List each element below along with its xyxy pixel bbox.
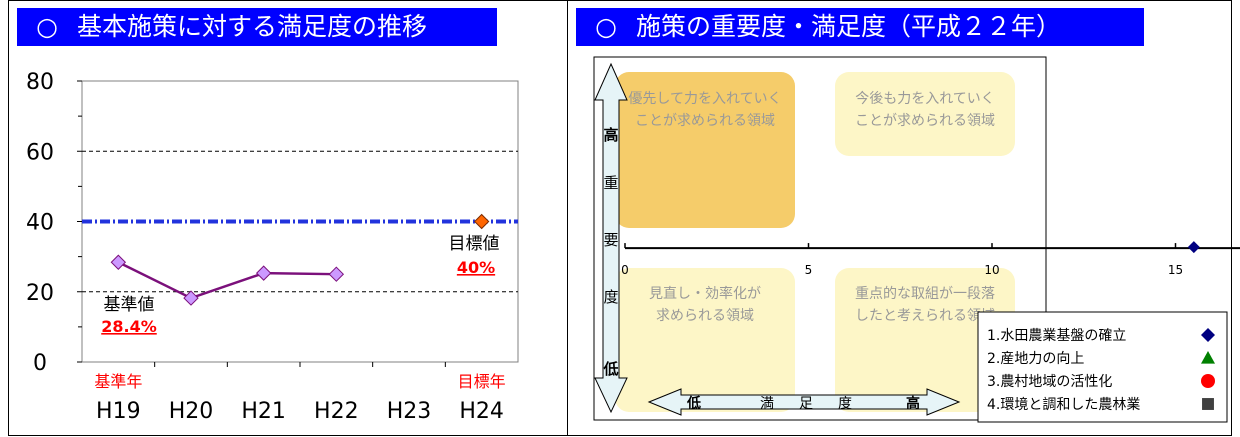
satisfaction-high-label: 高 xyxy=(906,395,920,412)
x-tick-label: H19 xyxy=(96,399,141,424)
x-tick-label: H23 xyxy=(387,399,432,424)
importance-arrow xyxy=(594,62,628,414)
series-line xyxy=(117,261,337,300)
quadrant-bottom-left-text: 見直し・効率化が xyxy=(649,285,761,302)
target-point xyxy=(473,213,490,230)
importance-satisfaction-chart: 優先して力を入れていくことが求められる領域今後も力を入れていくことが求められる領… xyxy=(593,56,1240,423)
target-value: 40% xyxy=(457,258,495,277)
y-tick-label: 0 xyxy=(33,351,47,376)
x-tick-label: H21 xyxy=(241,399,286,424)
satisfaction-arrow xyxy=(647,388,961,416)
satisfaction-low-label: 低 xyxy=(686,395,701,412)
x-tick-label: 10 xyxy=(984,263,999,277)
left-chart-panel xyxy=(8,0,568,436)
right-chart-title: 施策の重要度・満足度（平成２２年） xyxy=(636,12,1062,41)
quadrant-top-right-bg xyxy=(835,72,1015,156)
data-point xyxy=(328,266,345,282)
legend-label: 1.水田農業基盤の確立 xyxy=(987,327,1126,344)
legend-marker xyxy=(1202,398,1214,410)
importance-axis-char: 要 xyxy=(603,231,618,249)
left-chart-title: 基本施策に対する満足度の推移 xyxy=(77,12,428,41)
x-under-label: 基準年 xyxy=(94,372,142,391)
legend-label: 4.環境と調和した農林業 xyxy=(987,397,1140,413)
quadrant-priority-text: ことが求められる領域 xyxy=(635,112,775,129)
y-tick-label: 40 xyxy=(26,211,54,236)
quadrant-top-right-text: 今後も力を入れていく xyxy=(855,91,995,107)
x-tick-label: H20 xyxy=(169,399,214,424)
legend-label: 2.産地力の向上 xyxy=(987,351,1084,367)
data-point xyxy=(1187,241,1200,254)
baseline-label: 基準値 xyxy=(104,295,155,315)
y-tick-label: 20 xyxy=(26,281,54,306)
y-tick-label: 60 xyxy=(26,140,54,165)
data-point xyxy=(255,265,272,281)
satisfaction-axis-char: 満 xyxy=(760,396,774,412)
data-point xyxy=(183,290,199,306)
quadrant-bottom-right-text: したと考えられる領域 xyxy=(855,307,995,324)
x-tick-label: H22 xyxy=(314,399,359,424)
quadrant-priority-text: 優先して力を入れていく xyxy=(628,91,781,107)
quadrant-bottom-right-bg xyxy=(835,268,1015,412)
legend-box xyxy=(977,311,1228,423)
importance-low-label: 低 xyxy=(602,360,618,378)
x-tick-label: 0 xyxy=(621,263,629,277)
x-tick-label: H24 xyxy=(459,399,504,424)
x-under-label: 目標年 xyxy=(458,372,506,391)
satisfaction-trend-chart: 0 20 40 60 80 H19 基準年 H20 H21 H22 H23 H24 目標年 基準値 28.4… xyxy=(26,70,519,424)
right-title-banner: ○ 施策の重要度・満足度（平成２２年） xyxy=(576,8,1144,46)
circle-mark: ○ xyxy=(595,12,617,41)
quadrant-bottom-left-bg xyxy=(615,268,795,412)
x-tick-label: 5 xyxy=(805,263,813,277)
importance-axis-char: 度 xyxy=(603,288,618,306)
left-title-banner: ○ 基本施策に対する満足度の推移 xyxy=(17,8,497,46)
quadrant-priority-bg xyxy=(615,72,795,228)
quadrant-bottom-left-text: 求められる領域 xyxy=(656,307,754,324)
quadrant-top-right-text: ことが求められる領域 xyxy=(855,112,995,129)
x-tick-label: 15 xyxy=(1168,263,1183,277)
legend-marker xyxy=(1201,374,1215,388)
satisfaction-axis-char: 足 xyxy=(799,396,813,412)
quadrant-bottom-right-text: 重点的な取組が一段落 xyxy=(855,286,995,302)
importance-high-label: 高 xyxy=(603,126,618,144)
satisfaction-axis-char: 度 xyxy=(838,396,852,412)
legend-marker xyxy=(1201,328,1215,342)
y-tick-label: 80 xyxy=(26,70,54,95)
data-point xyxy=(110,254,127,270)
legend-label: 3.農村地域の活性化 xyxy=(987,374,1112,390)
target-label: 目標値 xyxy=(449,234,500,254)
importance-axis-char: 重 xyxy=(603,174,618,192)
circle-mark: ○ xyxy=(36,12,58,41)
baseline-value: 28.4% xyxy=(101,317,157,336)
legend-marker xyxy=(1201,351,1215,364)
